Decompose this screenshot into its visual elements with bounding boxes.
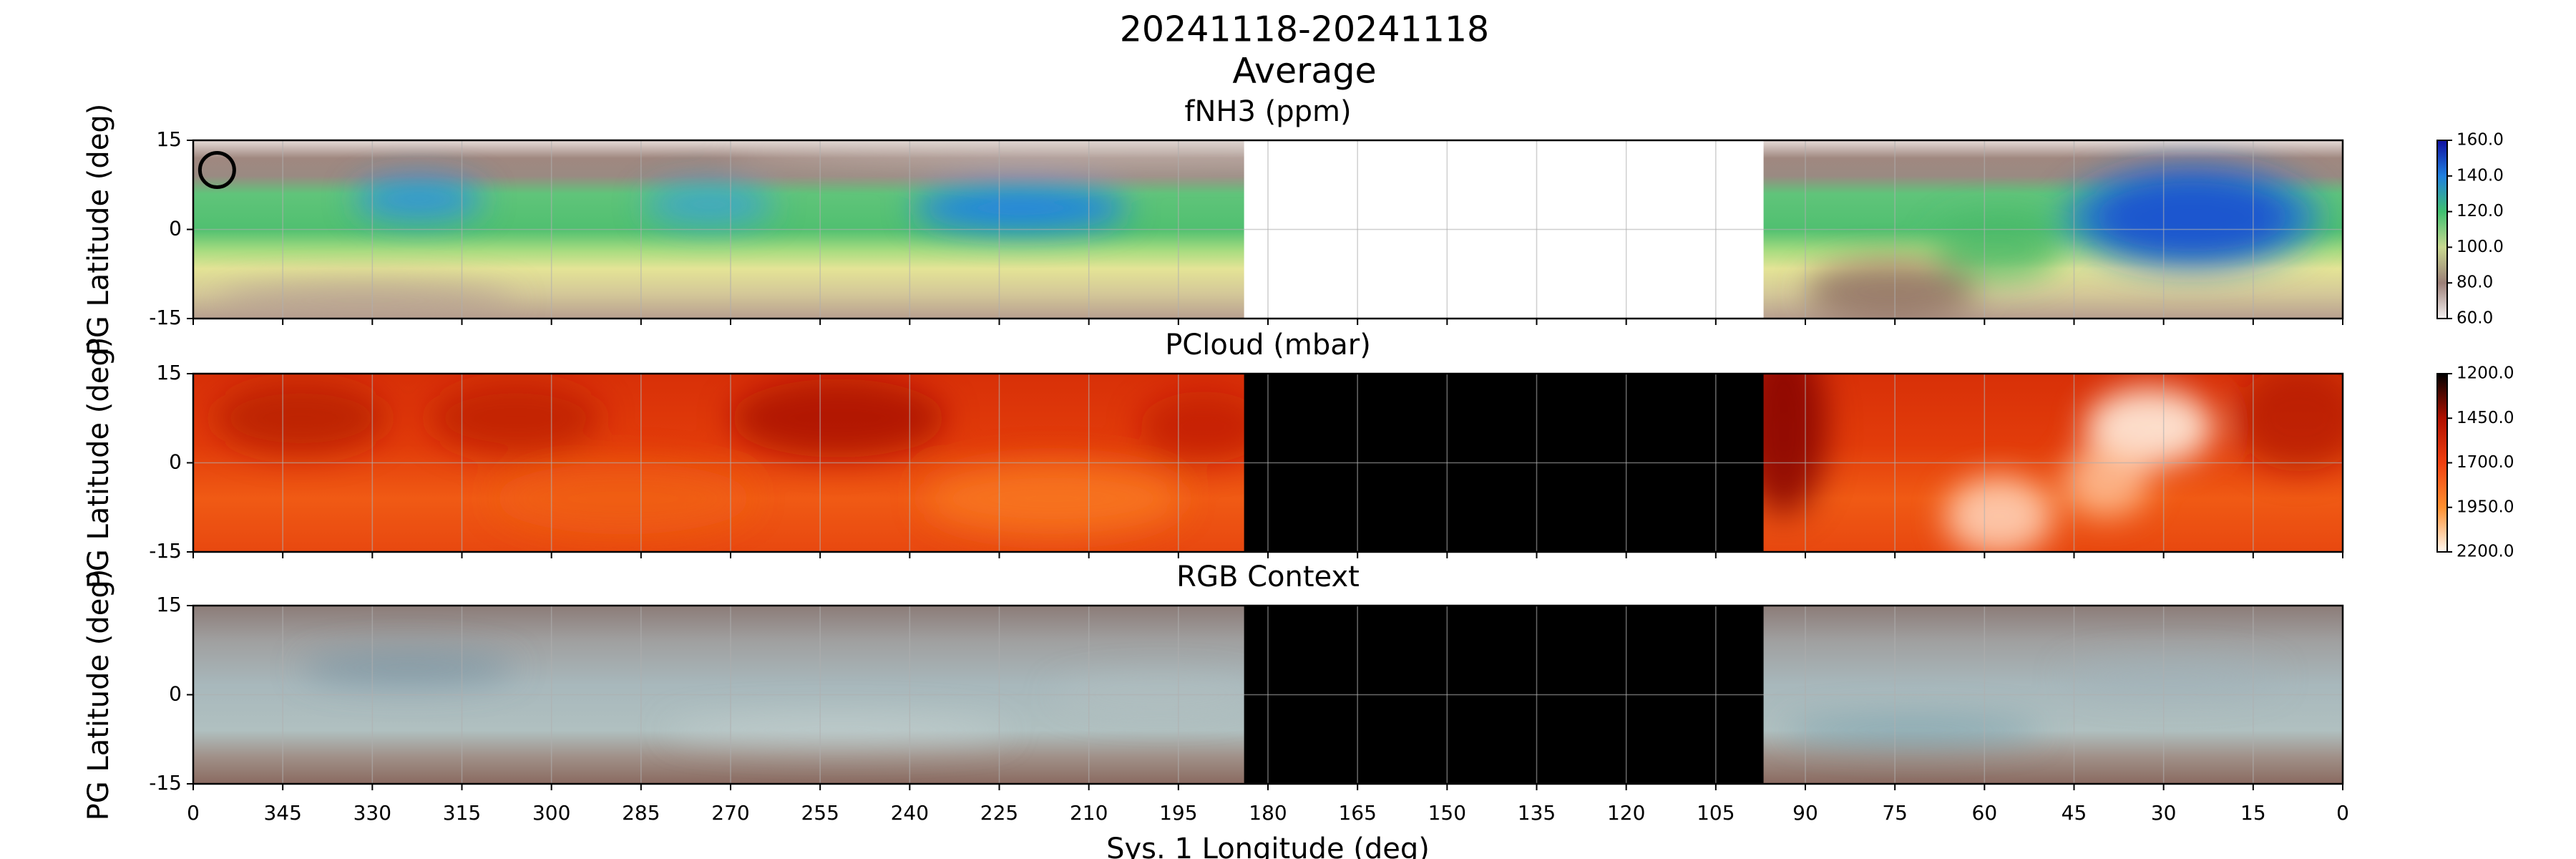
panel-title: fNH3 (ppm) [1184, 95, 1351, 128]
panel-title: RGB Context [1176, 560, 1360, 593]
texture-blob [1138, 391, 1268, 463]
y-tick-label: 15 [156, 593, 182, 616]
texture-blob [1945, 477, 2053, 552]
x-tick-label: 225 [980, 801, 1018, 825]
x-tick-label: 330 [353, 801, 391, 825]
x-tick-label: 45 [2062, 801, 2087, 825]
texture-blob [1805, 259, 1978, 319]
heatmap-panel: -15 0 15 PCloud (mbar) PG Latitude (deg) 2200… [82, 329, 2514, 588]
figure-title: 20241118-20241118 [1120, 9, 1490, 50]
x-tick-label: 240 [891, 801, 929, 825]
texture-blob [1934, 215, 2064, 280]
x-tick-label: 105 [1697, 801, 1735, 825]
colorbar [2436, 373, 2448, 553]
x-tick-label: 90 [1792, 801, 1818, 825]
colorbar-tick-label: 100.0 [2457, 238, 2504, 256]
heatmap-panel: -15 0 15 fNH3 (ppm) PG Latitude (deg) 60.0 80.… [82, 95, 2504, 355]
x-tick-label: 270 [711, 801, 749, 825]
y-tick-label: -15 [149, 539, 182, 563]
y-axis-label: PG Latitude (deg) [82, 337, 115, 589]
x-axis-label: Sys. 1 Longitude (deg) [1106, 833, 1430, 859]
x-tick-label: 315 [443, 801, 481, 825]
y-axis-label: PG Latitude (deg) [82, 104, 115, 356]
texture-blob [644, 183, 774, 226]
texture-blob [429, 382, 602, 455]
colorbar-tick-label: 120.0 [2457, 202, 2504, 220]
colorbar-tick-label: 160.0 [2457, 131, 2504, 150]
x-tick-label: 60 [1972, 801, 1998, 825]
colorbar-tick-label: 80.0 [2457, 273, 2493, 292]
y-axis-label: PG Latitude (deg) [82, 569, 115, 821]
colorbar-tick-label: 1950.0 [2457, 498, 2514, 516]
colorbar-tick-label: 2200.0 [2457, 543, 2514, 561]
x-tick-label: 345 [263, 801, 301, 825]
x-tick-label: 30 [2151, 801, 2177, 825]
marker [197, 151, 236, 189]
x-tick-label: 0 [187, 801, 200, 825]
x-tick-label: 150 [1428, 801, 1466, 825]
texture-blob [913, 185, 1128, 231]
x-tick-label: 255 [801, 801, 839, 825]
colorbar-tick-label: 60.0 [2457, 309, 2493, 328]
x-tick-label: 120 [1607, 801, 1645, 825]
texture-blob [354, 178, 484, 221]
y-tick-label: 15 [156, 127, 182, 151]
panel-title: PCloud (mbar) [1165, 329, 1371, 361]
texture-blob [730, 379, 946, 458]
x-tick-label: 15 [2240, 801, 2266, 825]
colorbar-tick-label: 1450.0 [2457, 409, 2514, 427]
colorbar [2436, 140, 2448, 319]
y-tick-label: 15 [156, 361, 182, 384]
figure-subtitle: Average [1232, 51, 1376, 92]
y-tick-label: 0 [169, 217, 182, 241]
y-tick-label: -15 [149, 771, 182, 795]
texture-blob [215, 283, 516, 319]
texture-blob [494, 462, 753, 535]
heatmap-image [193, 374, 2343, 552]
x-tick-label: 195 [1159, 801, 1197, 825]
x-tick-label: 285 [622, 801, 660, 825]
x-tick-label: 0 [2336, 801, 2349, 825]
texture-blob [301, 650, 516, 686]
heatmap-texture [215, 140, 2321, 319]
colorbar-tick-label: 1700.0 [2457, 453, 2514, 472]
texture-blob [1783, 716, 2042, 745]
texture-blob [2063, 445, 2150, 517]
texture-blob [215, 382, 387, 455]
texture-blob [2235, 374, 2343, 472]
y-tick-label: -15 [149, 306, 182, 329]
texture-blob [665, 716, 1010, 745]
x-tick-label: 210 [1070, 801, 1108, 825]
texture-blob [924, 462, 1182, 535]
x-tick-label: 165 [1338, 801, 1376, 825]
y-tick-label: 0 [169, 682, 182, 706]
texture-blob [2063, 659, 2278, 695]
x-tick-label: 180 [1249, 801, 1287, 825]
x-tick-label: 135 [1518, 801, 1556, 825]
x-tick-label: 75 [1882, 801, 1908, 825]
colorbar-tick-label: 1200.0 [2457, 364, 2514, 383]
colorbar-tick-label: 140.0 [2457, 166, 2504, 185]
x-tick-label: 300 [532, 801, 570, 825]
texture-blob [2063, 163, 2321, 271]
y-tick-label: 0 [169, 450, 182, 474]
